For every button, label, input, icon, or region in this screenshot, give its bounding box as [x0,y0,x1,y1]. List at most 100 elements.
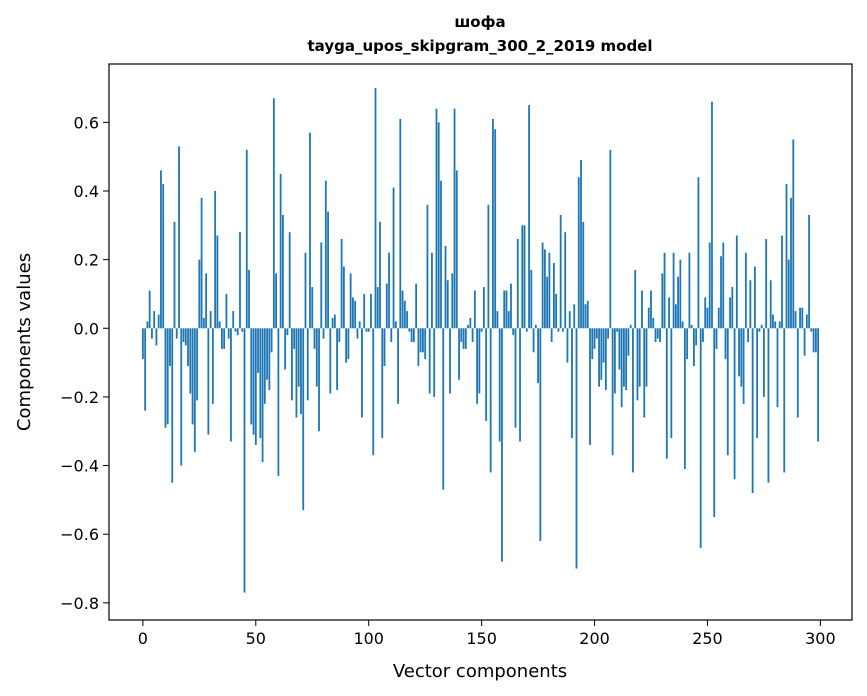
bar-component-112 [394,321,397,329]
bar-component-109 [388,252,390,329]
bar-component-237 [677,276,680,329]
bar-component-270 [751,328,754,494]
bar-component-51 [257,328,259,373]
bar-component-226 [652,317,655,329]
bar-component-70 [300,328,302,415]
bar-component-117 [406,311,409,329]
bar-component-140 [458,328,460,380]
bar-component-87 [338,328,341,342]
bar-component-4 [151,328,153,339]
x-tick-label-200: 200 [579,629,610,648]
bar-component-165 [514,328,517,428]
bar-component-198 [589,328,591,445]
x-tick-label-100: 100 [353,629,384,648]
bar-component-211 [618,328,621,370]
bar-component-44 [241,328,244,332]
bar-component-66 [291,328,293,401]
bar-component-146 [471,328,474,342]
x-axis: 0 50 100 150 200 250 300 [138,620,836,648]
bar-component-108 [385,283,388,329]
bar-component-189 [568,311,571,329]
bar-component-93 [352,297,354,329]
y-tick-label-4: 0.0 [74,319,99,338]
bar-component-191 [573,304,576,329]
bar-component-5 [153,311,156,329]
bar-component-16 [178,146,180,329]
bar-component-122 [417,328,420,367]
bar-component-74 [309,132,311,329]
bar-component-37 [225,293,228,329]
bar-component-133 [442,328,445,490]
bar-component-43 [239,232,241,329]
bar-component-111 [392,187,395,329]
bar-component-174 [534,324,537,329]
bar-component-229 [659,328,661,342]
y-axis: −0.8 −0.6 −0.4 −0.2 0.0 0.2 0.4 0.6 [60,113,109,613]
bar-component-167 [519,328,521,442]
bar-component-144 [467,324,469,329]
bar-component-130 [435,108,438,329]
bar-component-190 [571,328,573,439]
bar-component-125 [424,328,427,360]
bar-component-94 [354,300,357,329]
bar-component-80 [322,328,325,339]
bar-component-2 [146,321,149,329]
bar-component-179 [546,276,549,329]
bar-component-176 [539,328,542,542]
bar-component-123 [419,328,422,353]
bar-component-68 [295,328,298,418]
bar-component-199 [591,328,594,360]
bar-component-255 [717,307,720,329]
bar-component-83 [329,328,332,394]
bar-component-12 [169,328,171,367]
bar-component-235 [672,252,675,329]
bar-component-290 [796,328,799,418]
bar-component-32 [214,190,217,329]
bar-component-283 [781,235,783,329]
bar-component-294 [805,314,808,329]
bar-component-253 [713,328,716,518]
bar-component-182 [552,263,555,329]
bar-component-20 [187,328,189,367]
bar-component-10 [164,328,167,428]
bar-component-45 [243,328,246,593]
bar-component-223 [645,328,648,387]
bar-component-201 [595,328,598,339]
bar-component-233 [668,297,670,329]
bar-component-276 [765,239,768,329]
bar-component-202 [598,328,600,387]
bar-component-173 [532,328,535,353]
bar-component-243 [690,324,693,329]
bar-component-85 [333,314,336,329]
bar-component-192 [575,328,578,569]
bar-component-282 [778,321,781,329]
bar-component-84 [331,317,334,329]
bar-component-153 [487,204,490,329]
bar-component-81 [324,180,327,329]
bar-component-35 [221,328,223,349]
bar-component-193 [577,177,580,329]
bar-component-252 [711,101,713,329]
bar-component-53 [261,328,264,463]
bar-component-273 [758,328,761,332]
bar-component-197 [586,300,589,329]
bar-component-195 [582,221,585,329]
bar-component-148 [476,328,479,404]
bar-component-151 [482,287,485,329]
bar-component-284 [783,328,786,473]
bar-component-120 [412,328,415,342]
bar-component-15 [175,328,178,339]
bar-component-246 [697,177,700,329]
bar-component-92 [349,273,352,329]
bar-component-26 [200,197,203,329]
bar-component-203 [600,328,603,380]
y-tick-label-7: 0.6 [74,113,99,132]
bar-component-218 [634,269,637,329]
bar-component-129 [433,328,436,397]
bar-component-296 [810,328,813,332]
bar-component-245 [695,328,698,346]
bar-component-147 [473,290,476,329]
bar-component-264 [738,328,740,377]
bar-component-124 [422,328,424,353]
bar-component-14 [173,221,176,329]
